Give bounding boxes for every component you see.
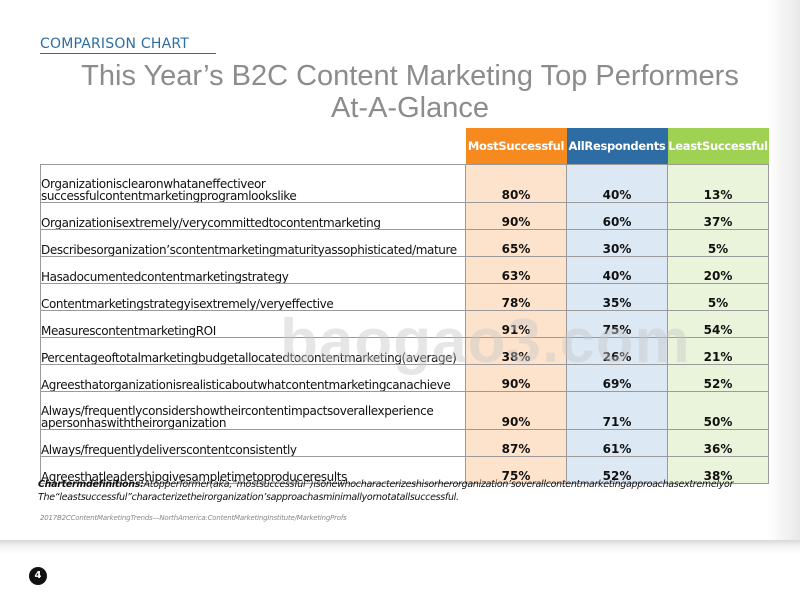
table-header-row: MostSuccessful AllRespondents LeastSucce… xyxy=(41,128,769,165)
value-cell-all-respondents: 69% xyxy=(566,364,668,392)
value-cell-most-successful: 80% xyxy=(465,164,567,203)
slide-title: This Year’s B2C Content Marketing Top Pe… xyxy=(30,60,790,124)
row-label: Contentmarketingstrategyisextremely/very… xyxy=(40,283,466,311)
value-cell-all-respondents: 26% xyxy=(566,337,668,365)
row-label-line-1: Organizationisextremely/verycommittedtoc… xyxy=(41,216,382,230)
row-label: MeasurescontentmarketingROI xyxy=(40,310,466,338)
table-row: Percentageoftotalmarketingbudgetallocate… xyxy=(40,337,769,365)
definition-text-1: Atopperformer(aka,“mostsuccessful”)isone… xyxy=(143,479,734,490)
source-note: 2017B2CContentMarketingTrends—NorthAmeri… xyxy=(40,514,347,522)
value-cell-least-successful: 36% xyxy=(667,429,769,457)
row-label-line-1: Organizationisclearonwhataneffectiveor xyxy=(41,177,266,191)
definition-label: Chartermdefinitions: xyxy=(38,479,144,490)
value-cell-all-respondents: 30% xyxy=(566,229,668,257)
slide-title-line-2: At-A-Glance xyxy=(331,92,489,124)
value-cell-most-successful: 75% xyxy=(465,456,567,484)
value-cell-most-successful: 90% xyxy=(465,364,567,392)
value-cell-most-successful: 87% xyxy=(465,429,567,457)
row-label: Organizationisextremely/verycommittedtoc… xyxy=(40,202,466,230)
table-row: Agreesthatleadershipgivesampletimetoprod… xyxy=(40,456,769,484)
row-label-line-1: MeasurescontentmarketingROI xyxy=(41,324,217,338)
value-cell-all-respondents: 71% xyxy=(566,391,668,430)
table-row: Hasadocumentedcontentmarketingstrategy 63… xyxy=(40,256,769,284)
row-label-line-1: Percentageoftotalmarketingbudgetallocate… xyxy=(41,351,457,365)
row-label-line-1: Agreesthatleadershipgivesampletimetoprod… xyxy=(41,470,348,484)
row-label: Percentageoftotalmarketingbudgetallocate… xyxy=(40,337,466,365)
table-row: Contentmarketingstrategyisextremely/very… xyxy=(40,283,769,311)
value-cell-least-successful: 5% xyxy=(667,229,769,257)
value-cell-most-successful: 78% xyxy=(465,283,567,311)
table-body: Organizationisclearonwhataneffectiveor su… xyxy=(40,164,769,484)
column-header-all-respondents: AllRespondents xyxy=(566,128,668,165)
row-label: Describesorganization’scontentmarketingm… xyxy=(40,229,466,257)
row-label-line-1: Hasadocumentedcontentmarketingstrategy xyxy=(41,270,289,284)
row-label-line-2: apersonhaswiththeirorganization xyxy=(41,416,227,430)
value-cell-least-successful: 52% xyxy=(667,364,769,392)
value-cell-least-successful: 21% xyxy=(667,337,769,365)
row-label-line-1: Always/frequentlydeliverscontentconsiste… xyxy=(41,443,298,457)
row-label-line-1: Contentmarketingstrategyisextremely/very… xyxy=(41,297,334,311)
row-label: Always/frequentlydeliverscontentconsiste… xyxy=(40,429,466,457)
table-row: Describesorganization’scontentmarketingm… xyxy=(40,229,769,257)
value-cell-least-successful: 50% xyxy=(667,391,769,430)
watermark: baogao3.com xyxy=(280,307,691,376)
row-label: Organizationisclearonwhataneffectiveor su… xyxy=(40,164,466,203)
value-cell-least-successful: 13% xyxy=(667,164,769,203)
value-cell-all-respondents: 40% xyxy=(566,256,668,284)
row-label: Always/frequentlyconsidershowtheirconten… xyxy=(40,391,466,430)
column-header-most-successful: MostSuccessful xyxy=(465,128,567,165)
row-label: Agreesthatleadershipgivesampletimetoprod… xyxy=(40,456,466,484)
value-cell-most-successful: 90% xyxy=(465,202,567,230)
value-cell-most-successful: 63% xyxy=(465,256,567,284)
value-cell-all-respondents: 61% xyxy=(566,429,668,457)
table-row: Organizationisextremely/verycommittedtoc… xyxy=(40,202,769,230)
column-header-least-successful: LeastSuccessful xyxy=(667,128,769,165)
value-cell-all-respondents: 75% xyxy=(566,310,668,338)
slide-bottom-band xyxy=(0,540,800,600)
row-label-line-1: Describesorganization’scontentmarketingm… xyxy=(41,243,458,257)
table-row: Always/frequentlyconsidershowtheirconten… xyxy=(40,391,769,430)
value-cell-least-successful: 54% xyxy=(667,310,769,338)
value-cell-most-successful: 65% xyxy=(465,229,567,257)
slide-title-line-1: This Year’s B2C Content Marketing Top Pe… xyxy=(81,60,739,92)
value-cell-all-respondents: 60% xyxy=(566,202,668,230)
table-row: Agreesthatorganizationisrealisticaboutwh… xyxy=(40,364,769,392)
chart-term-definitions: Chartermdefinitions:Atopperformer(aka,“m… xyxy=(38,478,798,504)
value-cell-least-successful: 5% xyxy=(667,283,769,311)
table-row: Always/frequentlydeliverscontentconsiste… xyxy=(40,429,769,457)
value-cell-all-respondents: 40% xyxy=(566,164,668,203)
row-label-line-1: Always/frequentlyconsidershowtheirconten… xyxy=(41,404,434,418)
definition-line-2: The“leastsuccessful”characterizetheirorg… xyxy=(38,492,459,503)
value-cell-most-successful: 91% xyxy=(465,310,567,338)
table-row: Organizationisclearonwhataneffectiveor su… xyxy=(40,164,769,203)
header-blank-cell xyxy=(41,128,466,165)
row-label: Hasadocumentedcontentmarketingstrategy xyxy=(40,256,466,284)
page-number-badge: 4 xyxy=(29,567,47,585)
value-cell-most-successful: 38% xyxy=(465,337,567,365)
row-label-line-2: successfulcontentmarketingprogramlooksli… xyxy=(41,189,297,203)
value-cell-all-respondents: 52% xyxy=(566,456,668,484)
value-cell-all-respondents: 35% xyxy=(566,283,668,311)
definition-line-1: Chartermdefinitions:Atopperformer(aka,“m… xyxy=(38,478,798,491)
value-cell-least-successful: 37% xyxy=(667,202,769,230)
comparison-table: MostSuccessful AllRespondents LeastSucce… xyxy=(40,128,769,484)
value-cell-most-successful: 90% xyxy=(465,391,567,430)
value-cell-least-successful: 38% xyxy=(667,456,769,484)
row-label-line-1: Agreesthatorganizationisrealisticaboutwh… xyxy=(41,378,451,392)
row-label: Agreesthatorganizationisrealisticaboutwh… xyxy=(40,364,466,392)
value-cell-least-successful: 20% xyxy=(667,256,769,284)
section-kicker: COMPARISON CHART xyxy=(40,36,216,54)
table-row: MeasurescontentmarketingROI 91% 75% 54% xyxy=(40,310,769,338)
